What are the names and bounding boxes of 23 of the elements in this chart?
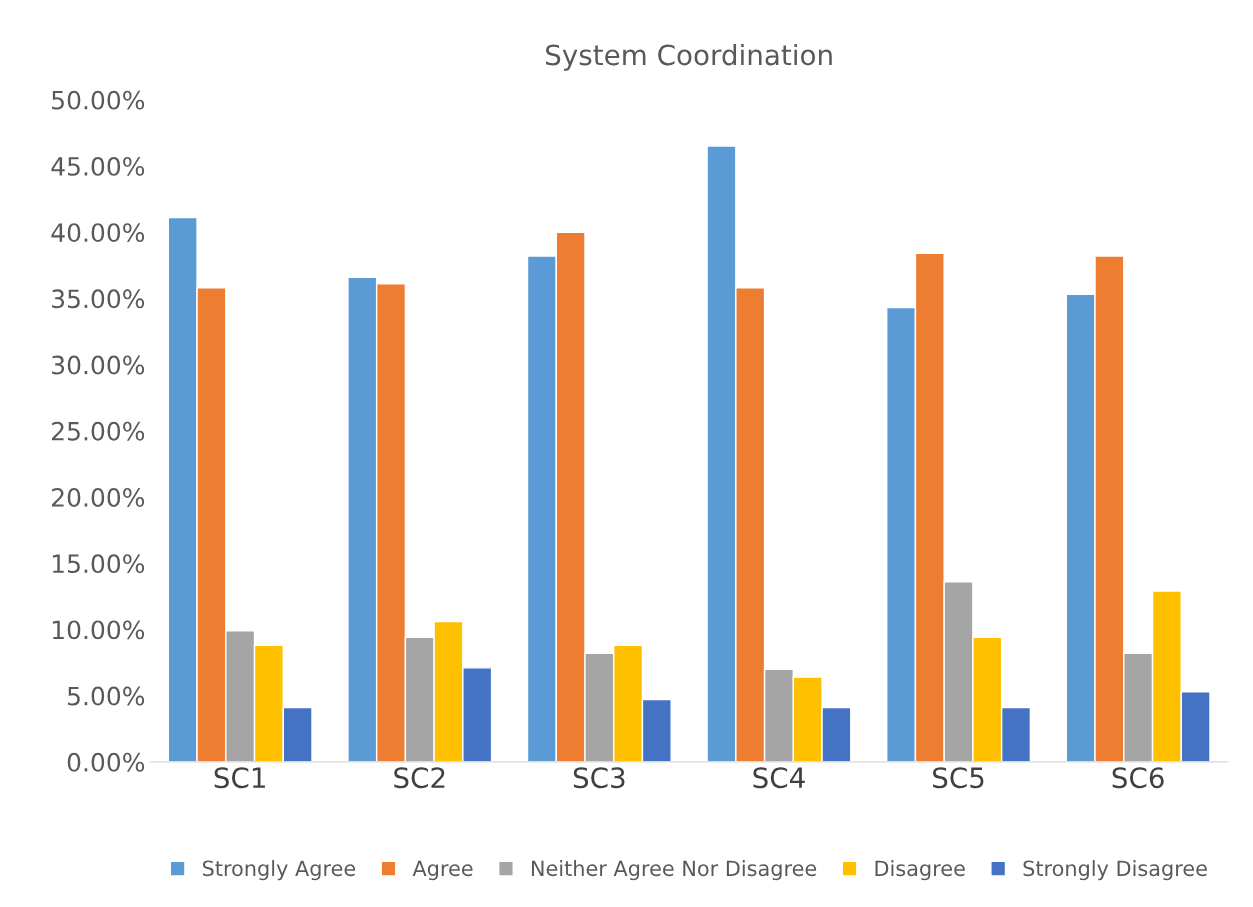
x-tick-label: SC4 [753,767,805,789]
legend-label: Strongly Agree [202,860,356,881]
y-tick-label: 45.00% [51,156,145,176]
y-tick-label: 35.00% [52,289,145,309]
y-tick-label: 40.00% [51,223,145,243]
legend-label: Agree [412,860,473,881]
chart-title: System Coordination [546,43,832,71]
y-tick-label: 5.00% [68,686,145,706]
y-tick-label: 0.00% [67,752,145,772]
y-tick-label: 25.00% [52,421,145,441]
legend-label: Disagree [875,860,965,881]
y-tick-label: 15.00% [52,554,145,574]
x-tick-label: SC2 [394,767,445,789]
y-tick-label: 10.00% [52,620,145,640]
x-tick-label: SC5 [933,767,984,789]
x-tick-label: SC6 [1112,767,1164,789]
x-tick-label: SC3 [573,767,625,789]
legend-label: Neither Agree Nor Disagree [531,860,817,881]
y-tick-label: 50.00% [52,90,145,110]
y-tick-label: 20.00% [52,487,145,507]
x-tick-label: SC1 [214,767,265,789]
y-tick-label: 30.00% [52,355,145,375]
legend-label: Strongly Disagree [1023,860,1207,881]
